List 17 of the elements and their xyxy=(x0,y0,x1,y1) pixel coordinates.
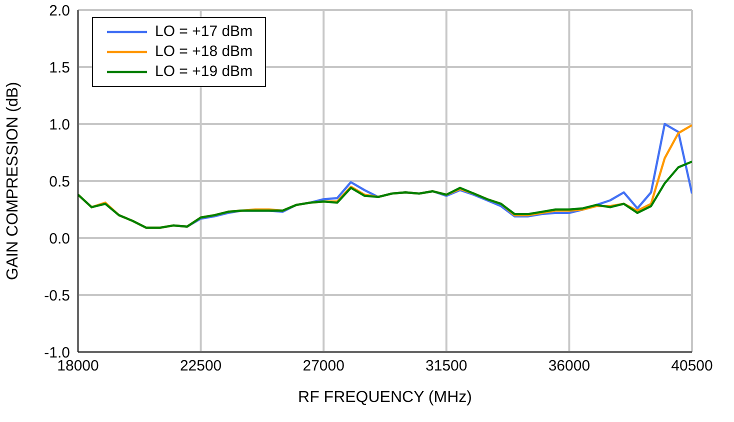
y-tick-label: -0.5 xyxy=(44,287,70,304)
legend-label: LO = +17 dBm xyxy=(155,22,253,42)
y-tick-label: 0.0 xyxy=(49,230,70,248)
x-tick-label: 31500 xyxy=(426,358,468,375)
y-tick-label: 2.0 xyxy=(49,2,70,20)
x-tick-label: 36000 xyxy=(548,358,590,375)
line-series xyxy=(78,160,692,229)
y-axis-title: GAIN COMPRESSION (dB) xyxy=(4,82,22,280)
x-axis-title: RF FREQUENCY (MHz) xyxy=(298,389,472,406)
legend-label: LO = +18 dBm xyxy=(155,42,253,62)
y-tick-label: 0.5 xyxy=(49,173,70,190)
y-tick-label: 1.5 xyxy=(49,59,70,76)
x-tick-label: 40500 xyxy=(671,358,713,375)
y-tick-label: 1.0 xyxy=(49,116,70,134)
legend-label: LO = +19 dBm xyxy=(155,62,253,82)
x-tick-label: 27000 xyxy=(302,358,344,375)
x-tick-label: 22500 xyxy=(180,358,222,375)
